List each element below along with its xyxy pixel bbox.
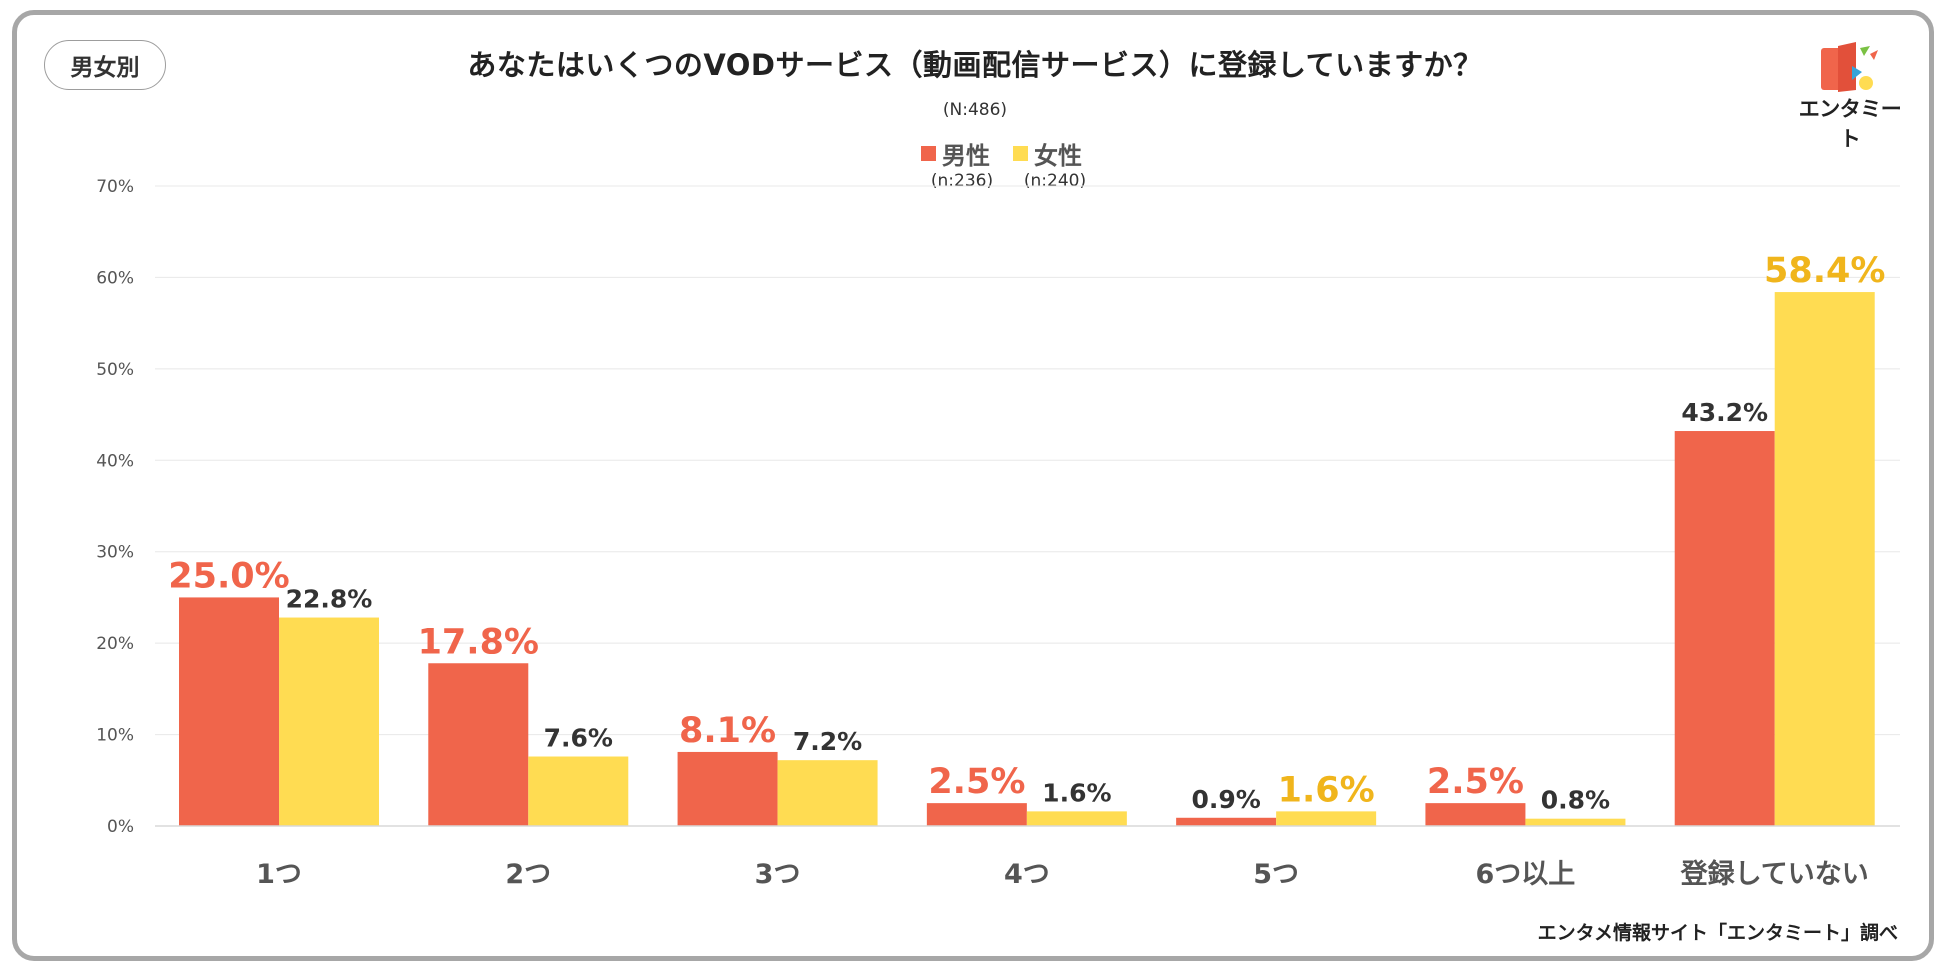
data-label: 0.8% [1541, 786, 1610, 815]
bar-female [1276, 811, 1377, 826]
legend-item-female: 女性 [1013, 136, 1082, 171]
bar-female [1525, 818, 1626, 826]
x-tick-label: 3つ [755, 859, 801, 890]
bar-female [1774, 292, 1875, 826]
logo-text: エンタミート [1798, 97, 1902, 151]
y-tick-label: 20% [96, 634, 134, 654]
data-label: 2.5% [1427, 762, 1524, 802]
bar-male [926, 803, 1027, 826]
bar-male [179, 597, 279, 826]
bar-male [428, 663, 529, 826]
data-label: 58.4% [1764, 251, 1885, 291]
data-label: 17.8% [418, 622, 539, 662]
y-tick-label: 40% [96, 451, 134, 471]
entameet-logo-icon [1821, 42, 1878, 92]
bar-male [1176, 817, 1277, 826]
bar-female [279, 617, 379, 826]
source-note: エンタメ情報サイト「エンタミート」調べ [1537, 922, 1898, 944]
data-label: 1.6% [1042, 778, 1111, 807]
data-label: 8.1% [679, 711, 776, 751]
y-tick-label: 70% [96, 177, 134, 197]
segment-badge: 男女別 [44, 40, 166, 90]
data-label: 0.9% [1191, 785, 1260, 814]
legend-label-female: 女性 [1034, 142, 1082, 170]
legend-swatch-female [1013, 146, 1028, 161]
x-tick-label: 2つ [505, 859, 551, 890]
bar-male [677, 751, 778, 826]
data-label: 7.6% [544, 724, 613, 753]
bar-female [777, 760, 878, 826]
legend-item-male: 男性 [921, 136, 990, 171]
bar-male [1425, 803, 1526, 826]
bar-female [528, 756, 629, 826]
y-tick-label: 30% [96, 543, 134, 563]
data-label: 2.5% [928, 762, 1025, 802]
y-tick-label: 60% [96, 268, 134, 288]
data-label: 43.2% [1681, 398, 1768, 427]
x-tick-label: 4つ [1004, 859, 1050, 890]
y-tick-label: 0% [107, 817, 134, 837]
bar-male [1674, 431, 1775, 826]
y-tick-label: 50% [96, 360, 134, 380]
chart-title: あなたはいくつのVODサービス（動画配信サービス）に登録していますか？ [467, 48, 1483, 82]
y-tick-label: 10% [96, 726, 134, 746]
data-label: 7.2% [793, 727, 862, 756]
bar-female [1026, 811, 1127, 826]
x-tick-label: 6つ以上 [1476, 859, 1576, 890]
legend-label-male: 男性 [942, 142, 990, 170]
x-tick-label: 登録していない [1680, 858, 1869, 890]
x-tick-label: 5つ [1253, 859, 1299, 890]
data-label: 25.0% [168, 556, 289, 596]
data-label: 1.6% [1278, 770, 1375, 810]
legend-swatch-male [921, 146, 936, 161]
data-label: 22.8% [286, 585, 373, 614]
total-sample-size: (N:486) [942, 100, 1008, 120]
x-tick-label: 1つ [256, 859, 302, 890]
